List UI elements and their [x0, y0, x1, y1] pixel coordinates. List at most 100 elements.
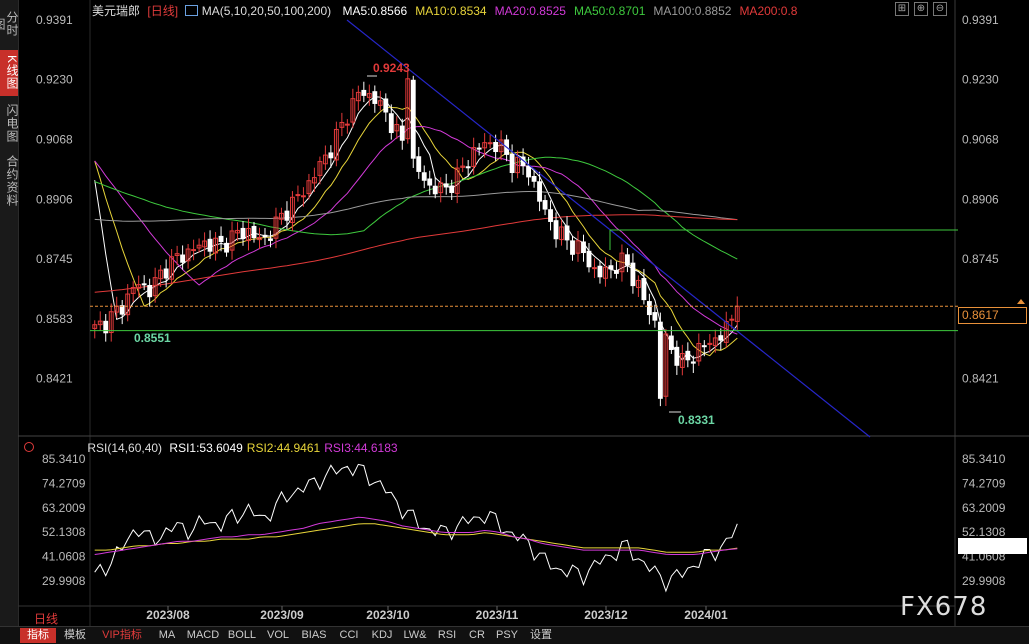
indicator-tab-11[interactable]: RSI	[437, 629, 457, 641]
price-tick-left: 0.8421	[36, 372, 73, 386]
candle-down	[180, 254, 186, 263]
tab-contract-info[interactable]: 合约资料	[5, 155, 19, 207]
indicator-tab-0[interactable]: 指标	[20, 628, 56, 643]
candle-down	[119, 305, 125, 315]
rsi-tick-left: 41.0608	[42, 550, 86, 564]
rsi-tick-right: 74.2709	[962, 476, 1006, 490]
indicator-icon	[185, 5, 199, 16]
candle-up	[322, 154, 328, 165]
candle-up	[152, 277, 158, 297]
price-tick-left: 0.8583	[36, 312, 73, 326]
candle-down	[526, 165, 531, 178]
grid	[18, 0, 1029, 626]
indicator-tab-2[interactable]: VIP指标	[102, 629, 142, 641]
rsi-current-tag	[958, 538, 1027, 554]
candle-down	[284, 210, 290, 221]
candle-down	[427, 178, 433, 186]
candle-down	[614, 270, 619, 274]
candle-down	[443, 183, 449, 188]
candle-up	[92, 324, 98, 329]
candle-up	[290, 196, 295, 223]
indicator-tab-7[interactable]: BIAS	[301, 629, 327, 641]
indicator-tab-1[interactable]: 模板	[64, 629, 86, 641]
time-tick-label: 2023/12	[584, 608, 628, 622]
candle-up	[202, 240, 207, 248]
candle-down	[509, 153, 515, 173]
candle-up	[279, 212, 284, 220]
candle-down	[652, 312, 658, 321]
price-tick-left: 0.9068	[36, 132, 73, 146]
candle-down	[570, 240, 575, 255]
price-tick-right: 0.9230	[962, 73, 999, 87]
price-tick-left: 0.9230	[36, 73, 73, 87]
candle-down	[657, 321, 663, 399]
ma-line-ma50	[94, 156, 738, 260]
candle-up	[174, 253, 180, 257]
zoom-out-icon[interactable]: ⊖	[933, 2, 947, 16]
indicator-tab-13[interactable]: PSY	[495, 629, 518, 641]
candle-down	[625, 254, 630, 266]
ma-legend-item: MA100:0.8852	[653, 4, 732, 18]
drawn-lines	[90, 19, 1025, 438]
candle-down	[410, 79, 416, 159]
candlesticks	[92, 69, 740, 407]
candle-down	[399, 125, 405, 141]
candle-down	[553, 220, 559, 240]
candle-down	[361, 89, 367, 96]
candle-down	[531, 175, 537, 182]
indicator-tab-3[interactable]: MA	[158, 629, 176, 641]
rsi-legend-item: RSI3:44.6183	[324, 441, 398, 455]
candle-up	[97, 320, 103, 326]
candle-up	[130, 286, 136, 294]
ma-line-ma10	[94, 106, 738, 357]
candle-up	[317, 161, 323, 176]
indicator-tab-10[interactable]: LW&	[403, 629, 427, 641]
zoom-in-icon[interactable]: ⊕	[914, 2, 928, 16]
rsi-lines	[94, 463, 738, 593]
indicator-tab-6[interactable]: VOL	[266, 629, 289, 641]
price-tick-right: 0.8745	[962, 252, 999, 266]
rsi-tick-left: 74.2709	[42, 476, 86, 490]
period-button[interactable]: 日线	[34, 612, 59, 626]
time-tick-label: 2023/11	[476, 608, 519, 622]
candle-up	[185, 248, 191, 262]
indicator-tab-5[interactable]: BOLL	[227, 629, 257, 641]
candle-up	[729, 318, 735, 321]
candle-down	[240, 227, 246, 240]
rsi-tick-left: 63.2009	[42, 501, 86, 515]
ma-line-ma100	[94, 191, 738, 222]
indicator-tab-4[interactable]: MACD	[186, 629, 220, 641]
candle-up	[603, 266, 608, 279]
candle-up	[339, 121, 345, 128]
tab-kline[interactable]: K线图	[0, 50, 19, 96]
candle-up	[405, 78, 411, 140]
candle-down	[207, 238, 213, 252]
tab-flash-chart[interactable]: 闪电图	[5, 103, 19, 143]
moving-average-lines	[94, 96, 738, 361]
rsi-tick-left: 85.3410	[42, 452, 86, 466]
candle-down	[581, 241, 586, 254]
indicator-tab-8[interactable]: CCI	[339, 629, 359, 641]
indicator-tab-14[interactable]: 设置	[530, 629, 552, 641]
candle-down	[718, 335, 724, 341]
time-tick-label: 2023/10	[366, 608, 410, 622]
candle-down	[388, 113, 394, 134]
candle-up	[619, 252, 625, 273]
tab-intraday[interactable]: 分时图	[0, 11, 19, 37]
candle-up	[366, 93, 372, 98]
settings-icon[interactable]	[24, 442, 34, 452]
rsi-params: RSI(14,60,40)	[87, 441, 163, 455]
candle-down	[701, 345, 707, 348]
crosshair-icon[interactable]: ⊞	[895, 2, 909, 16]
indicator-tab-12[interactable]: CR	[469, 629, 485, 641]
candle-up	[460, 165, 466, 168]
axis-labels: 0.9391 0.9391 0.9230 0.9230 0.9068 0.9068 0.89…	[36, 13, 1006, 622]
ma-legend-item: MA200:0.8	[739, 4, 798, 18]
price-tick-right: 0.9068	[962, 132, 999, 146]
candle-up	[350, 98, 356, 123]
price-tick-left: 0.9391	[36, 13, 73, 27]
indicator-tab-9[interactable]: KDJ	[371, 629, 393, 641]
candle-up	[471, 147, 477, 168]
price-tick-right: 0.8906	[962, 192, 999, 206]
